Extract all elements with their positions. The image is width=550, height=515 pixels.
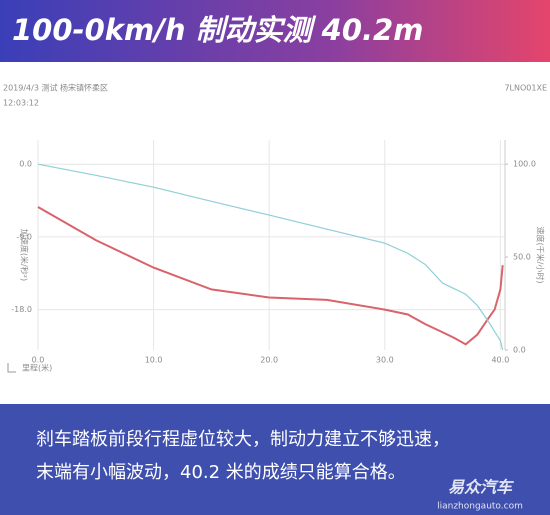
y-tick-label: 0.0 [19, 160, 32, 169]
y-axis-title: 加速度(米/秒²) [20, 229, 30, 281]
x-tick-label: 30.0 [376, 356, 394, 365]
y2-tick-label: 0.0 [513, 346, 526, 355]
footer-line: 刹车踏板前段行程虚位较大，制动力建立不够迅速， [36, 429, 450, 450]
footer-line: 末端有小幅波动，40.2 米的成绩只能算合格。 [36, 462, 406, 483]
vehicle-id: 7LNO01XE [504, 84, 547, 93]
x-tick-label: 0.0 [32, 356, 45, 365]
y2-tick-label: 50.0 [513, 253, 531, 262]
chart: 0.0 10.0 20.0 30.0 40.0 0.0 -9.0 -18.0 100.0 50.0… [7, 140, 546, 373]
test-date: 2019/4/3 测试 杨宋镇怀柔区 [3, 83, 108, 93]
banner-title: 100-0km/h 制动实测 40.2m [12, 13, 423, 47]
x-tick-label: 20.0 [260, 356, 278, 365]
series-line [37, 163, 504, 351]
x-legend-icon [7, 363, 16, 373]
y2-tick-label: 100.0 [513, 160, 536, 169]
y-tick-label: -18.0 [11, 305, 32, 314]
banner [0, 0, 550, 62]
y2-axis-title: 速度(千米/小时) [536, 227, 546, 284]
footer-panel [0, 404, 550, 515]
x-tick-label: 40.0 [491, 356, 509, 365]
y-tick-label: -9.0 [16, 232, 32, 241]
series-line [37, 206, 504, 346]
x-tick-label: 10.0 [145, 356, 163, 365]
watermark: 易众汽车 [448, 478, 514, 497]
x-axis-title: 里程(米) [22, 363, 52, 373]
test-time: 12:03:12 [3, 99, 39, 108]
watermark-url: lianzhongauto.com [437, 502, 523, 512]
